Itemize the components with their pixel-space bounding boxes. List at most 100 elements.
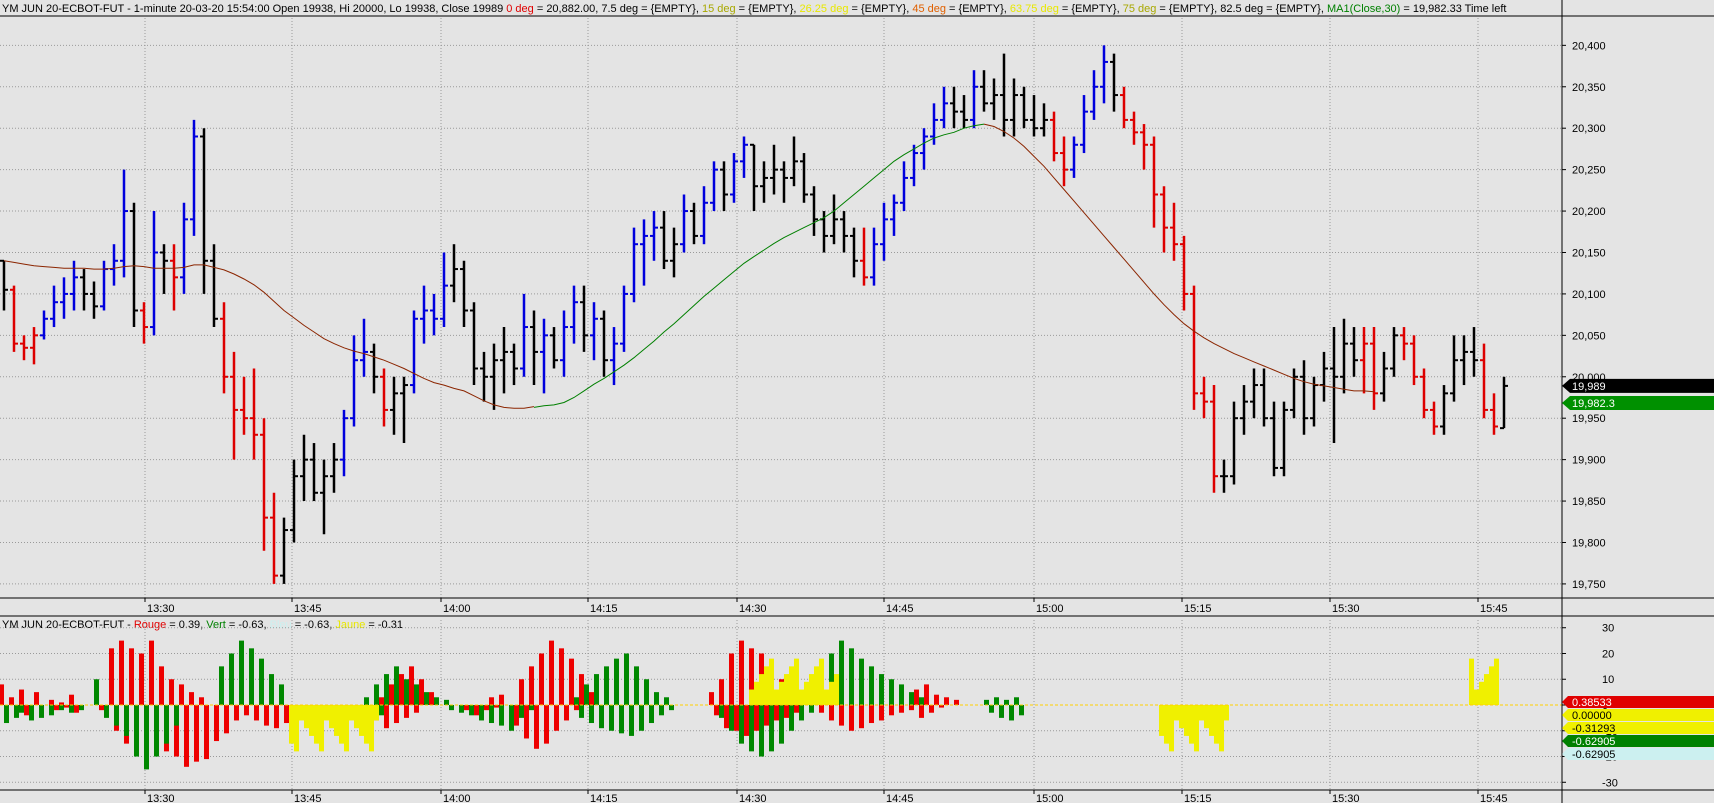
ohlc-bar [1460, 335, 1468, 386]
price-tick-label: 19,800 [1572, 537, 1606, 549]
header-segment: = {EMPTY}, [946, 3, 1010, 15]
ohlc-bar [760, 161, 768, 203]
histogram-bar [434, 697, 439, 705]
histogram-bar [1189, 705, 1194, 744]
histogram-bar [69, 694, 74, 705]
histogram-bar [954, 699, 959, 705]
ohlc-bar [560, 310, 568, 377]
price-tick-label: 19,900 [1572, 455, 1606, 467]
histogram-bar [559, 648, 564, 705]
ohlc-bar [1060, 136, 1068, 187]
histogram-bar [899, 705, 904, 713]
ohlc-bar [1280, 401, 1288, 477]
histogram-bar [489, 705, 494, 724]
indicator-value-bg [1562, 748, 1714, 760]
histogram-bar [764, 666, 769, 705]
ohlc-bar [230, 351, 238, 460]
histogram-bar [224, 705, 229, 734]
price-panel-series [0, 45, 1508, 584]
indicator-value-bg [1562, 735, 1714, 747]
time-tick-label: 14:30 [739, 603, 767, 615]
header-segment: = {EMPTY}, 82.5 deg = {EMPTY}, [1156, 3, 1327, 15]
indicator-value-label: 0.38533 [1572, 697, 1612, 709]
ohlc-bar [440, 252, 448, 328]
histogram-bar [814, 666, 819, 705]
moving-average-line [3, 260, 535, 409]
histogram-bar [244, 705, 249, 716]
ohlc-bar [1360, 327, 1368, 394]
histogram-bar [594, 674, 599, 705]
ohlc-bar [1440, 385, 1448, 435]
ohlc-bar [890, 194, 898, 236]
ohlc-bar [210, 244, 218, 328]
histogram-bar [1184, 705, 1189, 736]
histogram-bar [529, 666, 534, 705]
ohlc-bar [80, 269, 88, 311]
ohlc-bar [1180, 235, 1188, 311]
histogram-bar [59, 702, 64, 705]
histogram-bar [1174, 705, 1179, 721]
time-tick-label: 14:00 [443, 793, 471, 803]
ohlc-bar [1110, 53, 1118, 112]
ohlc-bar [0, 259, 8, 311]
histogram-bar [1014, 697, 1019, 705]
histogram-bar [799, 705, 804, 721]
ohlc-bar [780, 161, 788, 203]
histogram-bar [829, 681, 834, 705]
ohlc-bar [1260, 368, 1268, 427]
histogram-bar [549, 640, 554, 705]
ohlc-bar [770, 144, 778, 195]
histogram-bar [374, 684, 379, 705]
ohlc-bar [350, 335, 358, 427]
histogram-bar [919, 705, 924, 718]
histogram-bar [404, 705, 409, 718]
histogram-bar [614, 658, 619, 705]
ohlc-bar [1350, 327, 1358, 377]
histogram-bar [1469, 658, 1474, 705]
ohlc-bar [280, 517, 288, 584]
histogram-bar [254, 705, 259, 721]
histogram-bar [499, 705, 504, 726]
histogram-bar [239, 640, 244, 705]
ohlc-bar [650, 211, 658, 261]
histogram-bar [1164, 705, 1169, 744]
histogram-bar [54, 705, 59, 711]
ohlc-bar [710, 161, 718, 212]
ohlc-bar [1120, 86, 1128, 129]
histogram-bar [279, 684, 284, 705]
histogram-bar [49, 699, 54, 705]
header-segment: 0 deg [506, 3, 534, 15]
histogram-bar [784, 705, 789, 718]
histogram-bar [324, 705, 329, 721]
histogram-bar [269, 674, 274, 705]
time-tick-label: 13:45 [294, 793, 322, 803]
price-panel-grid [0, 18, 1562, 598]
ohlc-bar [950, 86, 958, 129]
histogram-bar [274, 705, 279, 729]
histogram-bar [869, 705, 874, 724]
histogram-bar [174, 705, 179, 726]
time-tick-label: 14:15 [590, 793, 618, 803]
histogram-bar [0, 684, 4, 705]
histogram-bar [384, 674, 389, 705]
ohlc-bar [1220, 459, 1228, 493]
histogram-bar [354, 705, 359, 729]
ohlc-bar [1140, 124, 1148, 170]
histogram-bar [809, 705, 814, 713]
histogram-bar [109, 648, 114, 705]
indicator-value-marker: 0.38533 [1562, 696, 1714, 709]
histogram-bar [834, 674, 839, 705]
ohlc-bar [720, 161, 728, 212]
histogram-bar [404, 679, 409, 705]
ohlc-bar [540, 318, 548, 394]
ohlc-bar [970, 70, 978, 129]
indicator-value-bg [1562, 722, 1714, 734]
histogram-bar [229, 653, 234, 705]
ohlc-bar [430, 293, 438, 336]
histogram-bar [384, 705, 389, 729]
price-marker: 19,989 [1562, 378, 1714, 393]
header-segment: = 19,982.33 Time left [1400, 3, 1506, 15]
header-segment: = 20,882.00, 7.5 deg = {EMPTY}, [534, 3, 702, 15]
histogram-bar [149, 640, 154, 705]
ohlc-bar [20, 335, 28, 361]
